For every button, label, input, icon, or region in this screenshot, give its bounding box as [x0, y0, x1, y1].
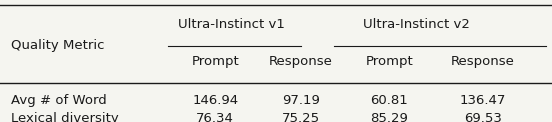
Text: 76.34: 76.34 — [197, 112, 234, 122]
Text: Prompt: Prompt — [192, 55, 239, 67]
Text: 136.47: 136.47 — [460, 94, 506, 107]
Text: 85.29: 85.29 — [370, 112, 408, 122]
Text: Ultra-Instinct v1: Ultra-Instinct v1 — [178, 18, 285, 31]
Text: Response: Response — [269, 55, 333, 67]
Text: 60.81: 60.81 — [370, 94, 408, 107]
Text: Response: Response — [451, 55, 515, 67]
Text: 97.19: 97.19 — [282, 94, 320, 107]
Text: Prompt: Prompt — [365, 55, 413, 67]
Text: Lexical diversity: Lexical diversity — [11, 112, 119, 122]
Text: 69.53: 69.53 — [464, 112, 502, 122]
Text: 146.94: 146.94 — [192, 94, 238, 107]
Text: Avg # of Word: Avg # of Word — [11, 94, 107, 107]
Text: Quality Metric: Quality Metric — [11, 39, 104, 52]
Text: Ultra-Instinct v2: Ultra-Instinct v2 — [363, 18, 470, 31]
Text: 75.25: 75.25 — [282, 112, 320, 122]
